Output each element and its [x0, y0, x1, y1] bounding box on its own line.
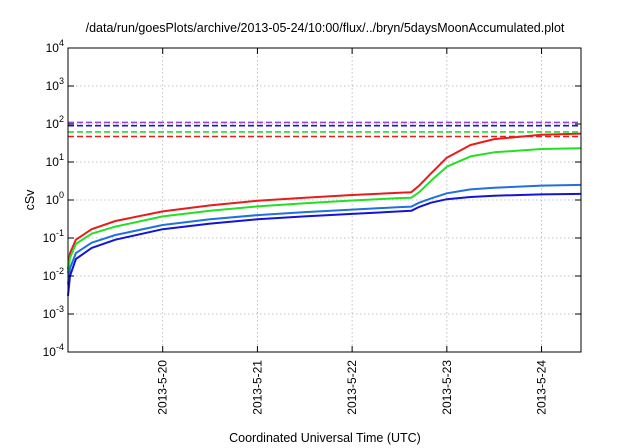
y-tick-label: 103: [46, 76, 64, 93]
y-tick-label: 10-2: [43, 266, 64, 283]
x-tick-label: 2013-5-20: [156, 360, 170, 415]
y-tick-label: 10-4: [43, 342, 64, 359]
x-tick-label: 2013-5-24: [535, 360, 549, 415]
y-tick-label: 102: [46, 114, 64, 131]
x-axis-label: Coordinated Universal Time (UTC): [229, 431, 421, 445]
x-tick-label: 2013-5-23: [440, 360, 454, 415]
y-tick-label: 104: [46, 38, 64, 55]
chart-title: /data/run/goesPlots/archive/2013-05-24/1…: [86, 21, 565, 35]
x-tick-label: 2013-5-22: [345, 360, 359, 415]
y-tick-label: 10-1: [43, 228, 64, 245]
y-tick-label: 101: [46, 152, 64, 169]
series-line-3: [67, 183, 582, 285]
x-axis: 2013-5-20 2013-5-21 2013-5-22 2013-5-23 2013…: [156, 48, 549, 415]
series-line-2: [67, 147, 582, 274]
y-axis: 10-4 10-3 10-2 10-1 100 101 102 103 104: [43, 38, 581, 359]
series-line-1: [67, 132, 582, 270]
series-layer: [67, 121, 582, 296]
x-tick-label: 2013-5-21: [250, 360, 264, 415]
y-tick-label: 10-3: [43, 304, 64, 321]
y-axis-label: cSv: [23, 189, 37, 211]
y-tick-label: 100: [46, 190, 64, 207]
series-line-4: [67, 192, 582, 296]
grid: [68, 48, 581, 352]
